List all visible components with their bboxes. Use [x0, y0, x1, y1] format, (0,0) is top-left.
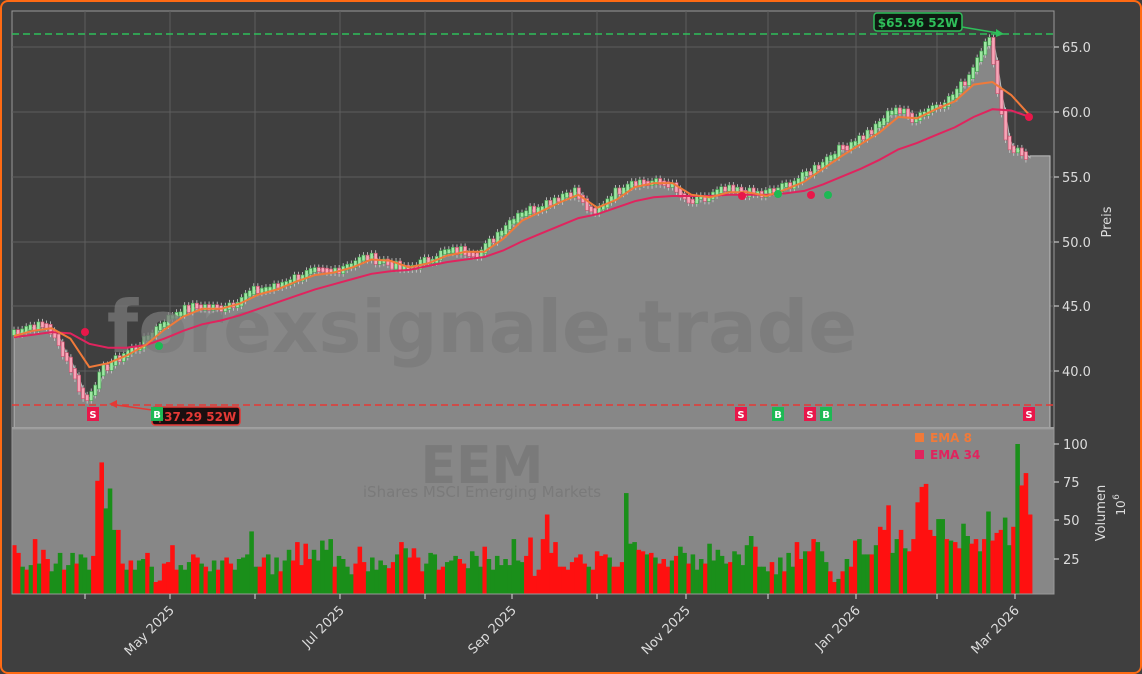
price-area [13, 38, 1051, 429]
ticker-watermark: EEM [421, 436, 544, 496]
x-tick-label: Sep 2025 [466, 603, 520, 657]
legend: EMA 8 EMA 34 [915, 431, 980, 462]
svg-text:S: S [89, 410, 96, 421]
price-axis-label: Preis [1100, 206, 1115, 237]
x-tick-label: Jul 2025 [299, 603, 348, 652]
volume-scale-label: 10 6 [1112, 494, 1128, 516]
legend-label-ema34: EMA 34 [930, 448, 980, 462]
price-tick-label: 40.0 [1062, 365, 1091, 380]
volume-axis-label: Volumen [1094, 485, 1109, 542]
52w-low-arrow [109, 400, 153, 411]
price-tick-label: 55.0 [1062, 171, 1091, 186]
volume-bars [12, 444, 1033, 594]
svg-text:B: B [153, 410, 161, 421]
sell-signal-marker: S [735, 407, 747, 421]
price-tick-label: 60.0 [1062, 106, 1091, 121]
svg-text:S: S [1025, 410, 1032, 421]
sell-signal-marker: S [87, 407, 99, 421]
sell-signal-marker: S [1023, 407, 1035, 421]
volume-tick-label: 100 [1063, 438, 1088, 453]
svg-text:10: 10 [1114, 500, 1128, 515]
52w-high-badge: $65.96 52W [873, 12, 963, 32]
svg-text:S: S [737, 410, 744, 421]
x-tick-label: Mar 2026 [969, 603, 1023, 657]
svg-text:$65.96 52W: $65.96 52W [878, 16, 958, 30]
volume-tick-label: 75 [1063, 476, 1080, 491]
buy-signal-marker: B [151, 407, 163, 421]
buy-signal-marker: B [772, 407, 784, 421]
ema8-line [13, 80, 1031, 369]
price-tick-label: 65.0 [1062, 41, 1091, 56]
price-axis: 65.0 60.0 55.0 50.0 45.0 40.0 [1054, 41, 1091, 380]
52w-high-arrow [961, 26, 1004, 37]
52w-low-badge: $37.29 52W [151, 406, 241, 426]
svg-text:B: B [822, 410, 830, 421]
svg-text:S: S [806, 410, 813, 421]
price-tick-label: 50.0 [1062, 236, 1091, 251]
crossover-markers [81, 113, 1033, 350]
sell-signal-marker: S [804, 407, 816, 421]
watermark: forexsignale.trade [107, 285, 857, 369]
ticker-name-watermark: iShares MSCI Emerging Markets [363, 483, 601, 501]
x-tick-label: Nov 2025 [639, 603, 694, 658]
price-tick-label: 45.0 [1062, 300, 1091, 315]
x-tick-label: May 2025 [122, 603, 178, 659]
svg-text:$37.29 52W: $37.29 52W [156, 410, 236, 424]
svg-text:B: B [774, 410, 782, 421]
volume-tick-label: 50 [1063, 514, 1080, 529]
x-tick-label: Jan 2026 [812, 603, 864, 655]
legend-swatch-ema34 [915, 450, 924, 459]
volume-axis: 100 75 50 25 [1054, 438, 1088, 568]
legend-swatch-ema8 [915, 433, 924, 442]
legend-label-ema8: EMA 8 [930, 431, 972, 445]
ema34-line [13, 108, 1031, 349]
x-axis: May 2025 Jul 2025 Sep 2025 Nov 2025 Jan 2026… [84, 594, 1023, 659]
buy-signal-marker: B [820, 407, 832, 421]
volume-tick-label: 25 [1063, 553, 1080, 568]
svg-text:6: 6 [1112, 494, 1122, 500]
